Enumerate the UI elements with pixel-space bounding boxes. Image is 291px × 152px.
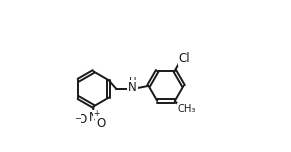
Text: CH₃: CH₃: [178, 104, 196, 114]
Text: N: N: [88, 111, 97, 124]
Text: Cl: Cl: [179, 52, 190, 65]
Text: −: −: [74, 114, 81, 123]
Text: N: N: [128, 81, 137, 94]
Text: +: +: [93, 109, 99, 119]
Text: H: H: [129, 77, 137, 87]
Text: O: O: [97, 117, 106, 130]
Text: O: O: [77, 113, 87, 126]
